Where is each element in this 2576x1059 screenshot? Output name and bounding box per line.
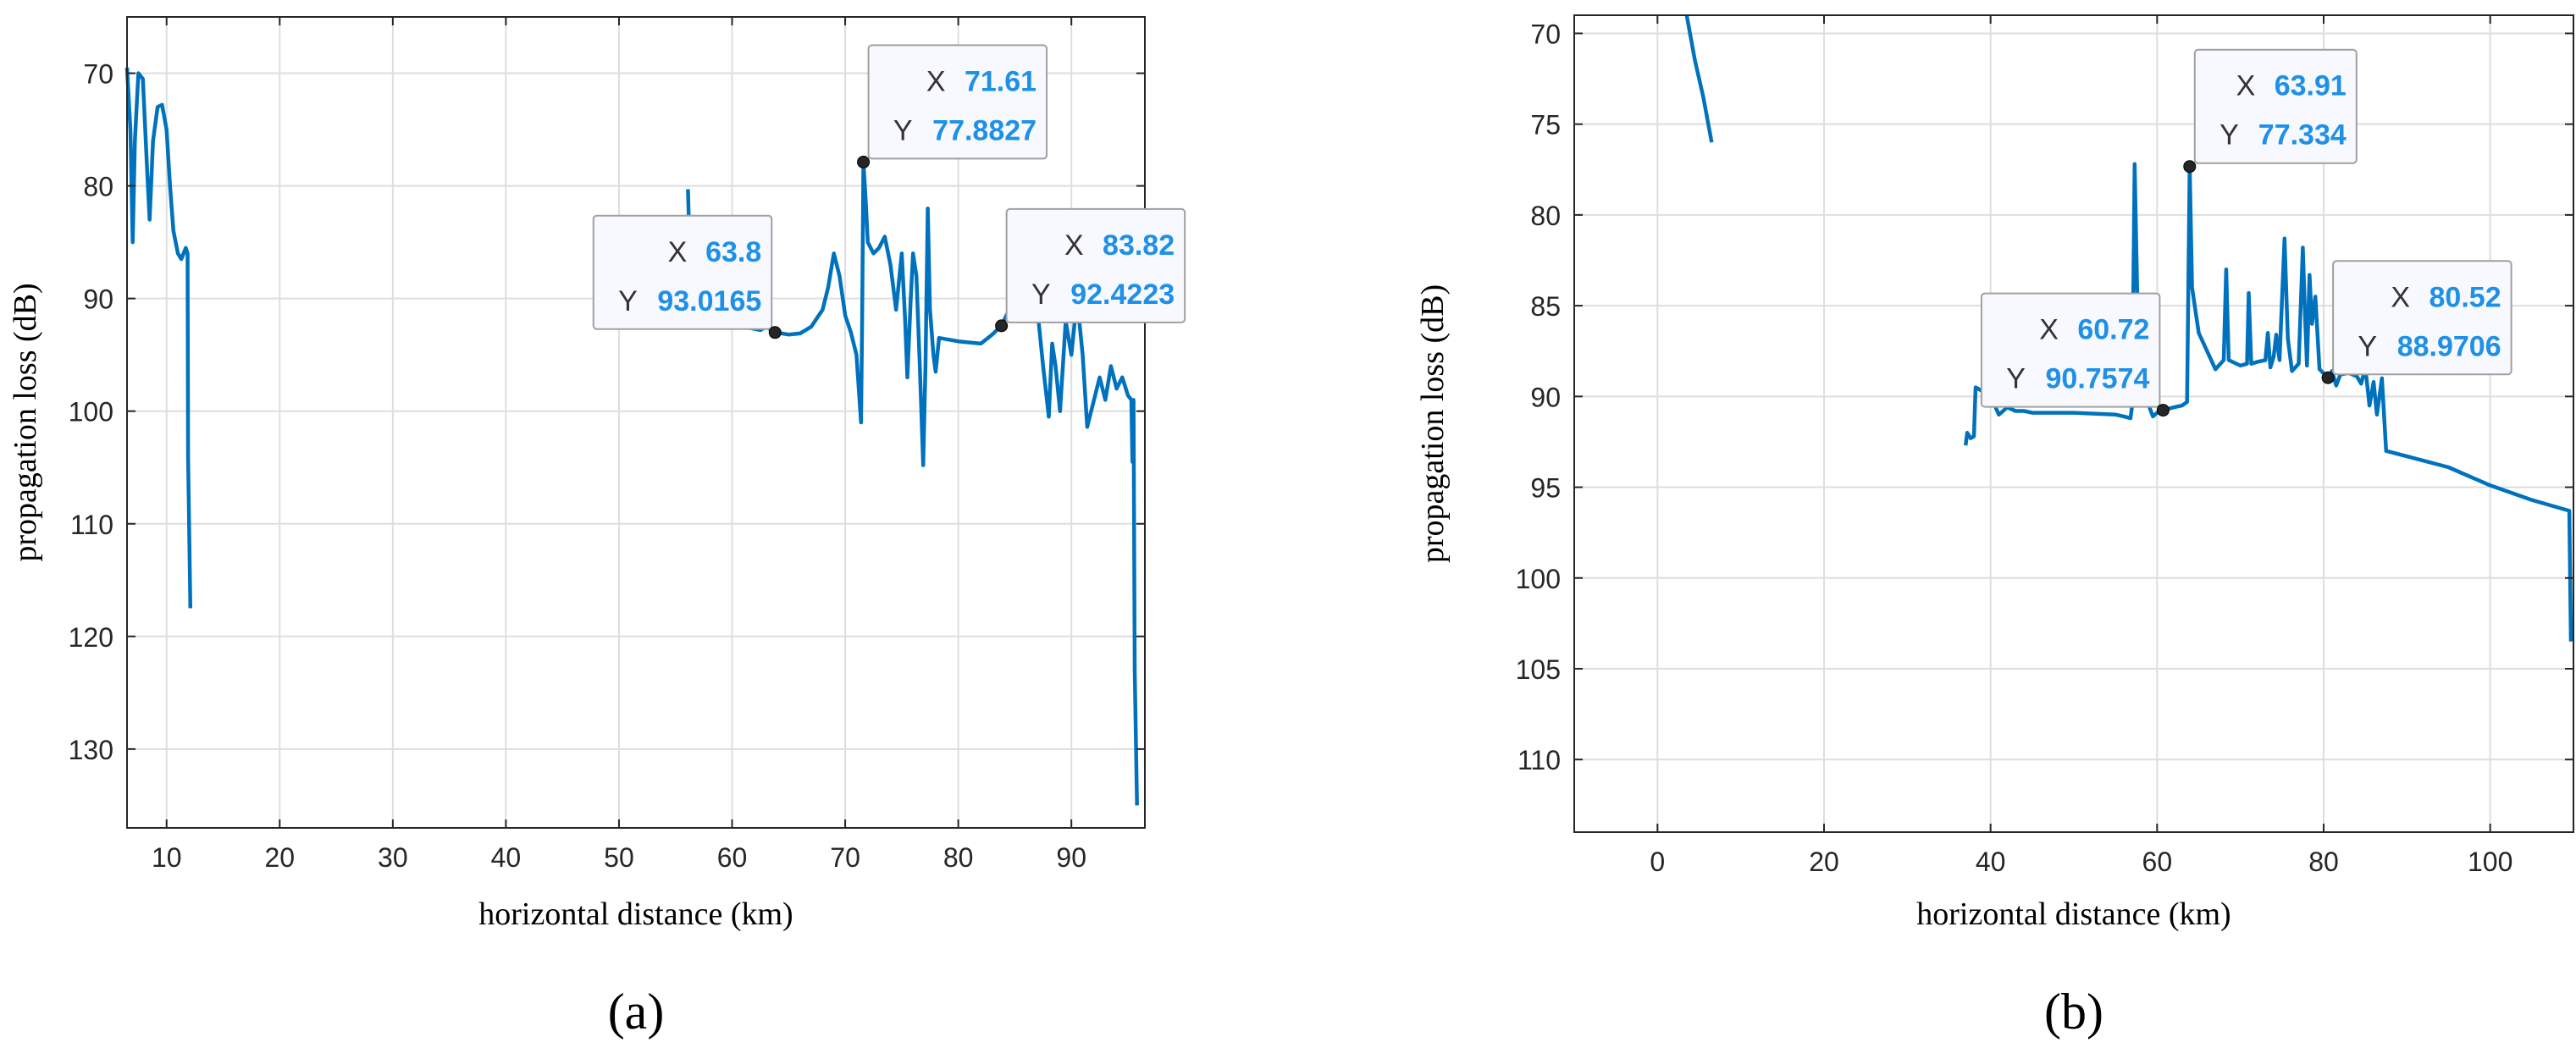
x-tick-label: 30 <box>378 842 408 873</box>
datatip-marker <box>2321 371 2335 384</box>
panel-label: (a) <box>608 984 665 1040</box>
datatip-x-value: 83.82 <box>1103 229 1175 262</box>
x-tick-label: 80 <box>2308 847 2339 877</box>
chart-panel-b: 0 20 40 60 80 100 70 75 80 85 90 95 100 105 110 horizon… <box>1288 0 2576 1059</box>
datatip-x-value: 63.91 <box>2275 70 2347 102</box>
y-tick-label: 105 <box>1516 654 1561 685</box>
y-tick-label: 100 <box>1516 564 1561 594</box>
x-tick-label: 20 <box>1809 847 1839 877</box>
datatip-y-key: Y <box>618 285 638 317</box>
datatip-marker <box>995 319 1009 333</box>
plot-area <box>1574 15 2573 832</box>
datatip-x-key: X <box>668 236 688 268</box>
x-tick-label: 70 <box>830 842 860 873</box>
datatip-x-value: 60.72 <box>2077 314 2149 346</box>
x-tick-label: 20 <box>265 842 296 873</box>
datatip-marker <box>768 326 782 339</box>
datatip-box <box>2193 48 2358 164</box>
y-tick-label: 120 <box>69 622 113 653</box>
x-tick-label: 100 <box>2468 847 2512 877</box>
datatip-box <box>1005 207 1186 323</box>
datatip-box <box>592 214 773 330</box>
series-line <box>1963 162 2573 642</box>
y-tick-label: 70 <box>1530 19 1561 49</box>
datatip: X 80.52 Y 88.9706 <box>2321 260 2512 384</box>
y-tick-label: 110 <box>1517 745 1561 775</box>
datatip-y-key: Y <box>2358 330 2377 362</box>
series <box>1684 14 2573 642</box>
ticks: 0 20 40 60 80 100 70 75 80 85 90 95 100 105 110 <box>1516 15 2573 877</box>
x-tick-label: 60 <box>2142 847 2173 877</box>
y-tick-label: 90 <box>83 284 113 315</box>
datatip-y-value: 88.9706 <box>2397 330 2501 362</box>
datatip-box <box>867 44 1048 160</box>
ticks: 10 20 30 40 50 60 70 80 90 70 80 90 100 110 120 130 <box>69 17 1145 873</box>
datatip-box <box>1980 292 2161 408</box>
x-tick-label: 50 <box>604 842 634 873</box>
series-line <box>714 160 1139 806</box>
datatip-y-key: Y <box>2006 363 2026 395</box>
datatip-y-key: Y <box>1031 279 1051 311</box>
x-tick-label: 0 <box>1650 847 1665 877</box>
chart-panel-a: 10 20 30 40 50 60 70 80 90 70 80 90 100 110 120 130 hori… <box>8 16 1186 1040</box>
y-tick-label: 80 <box>83 172 113 202</box>
datatip: X 83.82 Y 92.4223 <box>995 207 1186 333</box>
datatip: X 60.72 Y 90.7574 <box>1980 292 2170 417</box>
datatip-x-key: X <box>926 65 946 97</box>
datatip-x-key: X <box>2391 281 2410 313</box>
axes-box <box>126 16 1146 829</box>
x-tick-label: 10 <box>152 842 182 873</box>
datatip-y-value: 77.334 <box>2258 119 2347 152</box>
panel-label: (b) <box>2044 984 2103 1040</box>
datatip-y-key: Y <box>893 114 913 146</box>
datatip: X 63.91 Y 77.334 <box>2183 48 2358 174</box>
y-tick-label: 70 <box>83 59 113 90</box>
x-axis-label: horizontal distance (km) <box>478 896 793 932</box>
chart-a-svg: 10 20 30 40 50 60 70 80 90 70 80 90 100 110 120 130 hori… <box>8 16 1186 1040</box>
datatip-x-key: X <box>2039 314 2059 346</box>
datatip-marker <box>2183 160 2197 174</box>
datatip-marker <box>2156 404 2170 417</box>
datatip-y-key: Y <box>2219 119 2239 152</box>
y-tick-label: 85 <box>1530 291 1561 322</box>
datatip: X 71.61 Y 77.8827 <box>857 44 1048 168</box>
y-axis-label: propagation loss (dB) <box>1415 284 1451 563</box>
datatip-y-value: 92.4223 <box>1070 279 1175 311</box>
datatip-x-value: 71.61 <box>965 65 1036 97</box>
datatip-x-value: 63.8 <box>705 236 761 268</box>
y-tick-label: 90 <box>1530 382 1561 412</box>
y-tick-label: 100 <box>69 397 113 427</box>
x-tick-label: 60 <box>717 842 748 873</box>
x-tick-label: 80 <box>943 842 974 873</box>
datatip-x-value: 80.52 <box>2430 281 2501 313</box>
x-tick-label: 40 <box>491 842 522 873</box>
datatip-y-value: 77.8827 <box>932 114 1036 146</box>
datatip-marker <box>857 155 871 168</box>
datatip-y-value: 90.7574 <box>2046 363 2150 395</box>
series-line <box>1684 14 1714 143</box>
datatip-x-key: X <box>2236 70 2256 102</box>
y-tick-label: 110 <box>70 510 113 540</box>
y-tick-label: 75 <box>1530 110 1561 141</box>
datatip-box <box>2332 260 2512 376</box>
datatip-x-key: X <box>1064 229 1084 262</box>
datatip: X 63.8 Y 93.0165 <box>592 214 782 339</box>
chart-b-svg: 0 20 40 60 80 100 70 75 80 85 90 95 100 105 110 horizon… <box>1415 14 2574 1040</box>
y-tick-label: 95 <box>1530 473 1561 504</box>
axes-box <box>1573 14 2574 833</box>
y-tick-label: 80 <box>1530 201 1561 231</box>
x-tick-label: 90 <box>1056 842 1086 873</box>
y-tick-label: 130 <box>69 735 113 765</box>
series-line <box>124 67 193 609</box>
x-tick-label: 40 <box>1976 847 2006 877</box>
datatip-y-value: 93.0165 <box>657 285 761 317</box>
x-axis-label: horizontal distance (km) <box>1916 896 2231 932</box>
y-axis-label: propagation loss (dB) <box>8 283 43 561</box>
grid <box>1574 15 2573 832</box>
